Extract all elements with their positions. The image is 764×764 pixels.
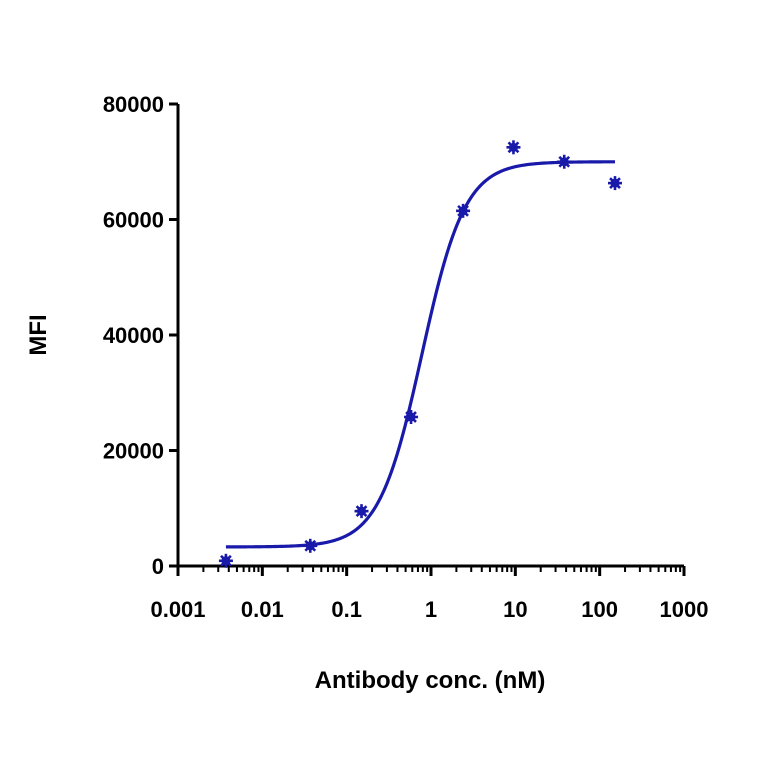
data-point [218, 553, 233, 568]
x-tick-label: 0.001 [150, 597, 205, 622]
y-tick-label: 20000 [103, 439, 164, 464]
data-point-arm [457, 204, 469, 217]
data-point [506, 140, 521, 155]
x-tick-label: 1000 [660, 597, 709, 622]
data-point-arm [220, 554, 232, 567]
data-point [303, 538, 318, 553]
x-tick-label: 1 [425, 597, 437, 622]
data-point-arm [558, 155, 571, 168]
x-tick-label: 100 [581, 597, 618, 622]
x-axis-title: Antibody conc. (nM) [315, 667, 546, 694]
y-axis: 0 20000 40000 60000 80000 [103, 92, 180, 579]
data-point [354, 504, 369, 519]
fit-curve-layer [225, 160, 615, 549]
y-tick-label: 80000 [103, 92, 164, 117]
data-point [456, 203, 471, 218]
y-tick-label: 40000 [103, 323, 164, 348]
data-point [404, 410, 419, 425]
data-point [557, 154, 572, 169]
data-point-arm [304, 539, 317, 552]
x-axis: 0.001 0.01 0.1 1 10 100 1000 [150, 564, 709, 622]
y-tick-label: 60000 [103, 208, 164, 233]
y-axis-title: MFI [25, 314, 52, 355]
x-tick-label: 0.1 [331, 597, 362, 622]
data-point-arm [355, 505, 368, 518]
data-point-arm [507, 141, 520, 154]
y-tick-label: 0 [152, 554, 164, 579]
x-tick-label: 10 [503, 597, 527, 622]
data-point-arm [405, 411, 417, 423]
x-tick-label: 0.01 [241, 597, 284, 622]
data-points-layer [218, 140, 623, 568]
data-point-arm [609, 177, 621, 189]
fit-curve [225, 160, 615, 549]
data-point [608, 176, 623, 191]
